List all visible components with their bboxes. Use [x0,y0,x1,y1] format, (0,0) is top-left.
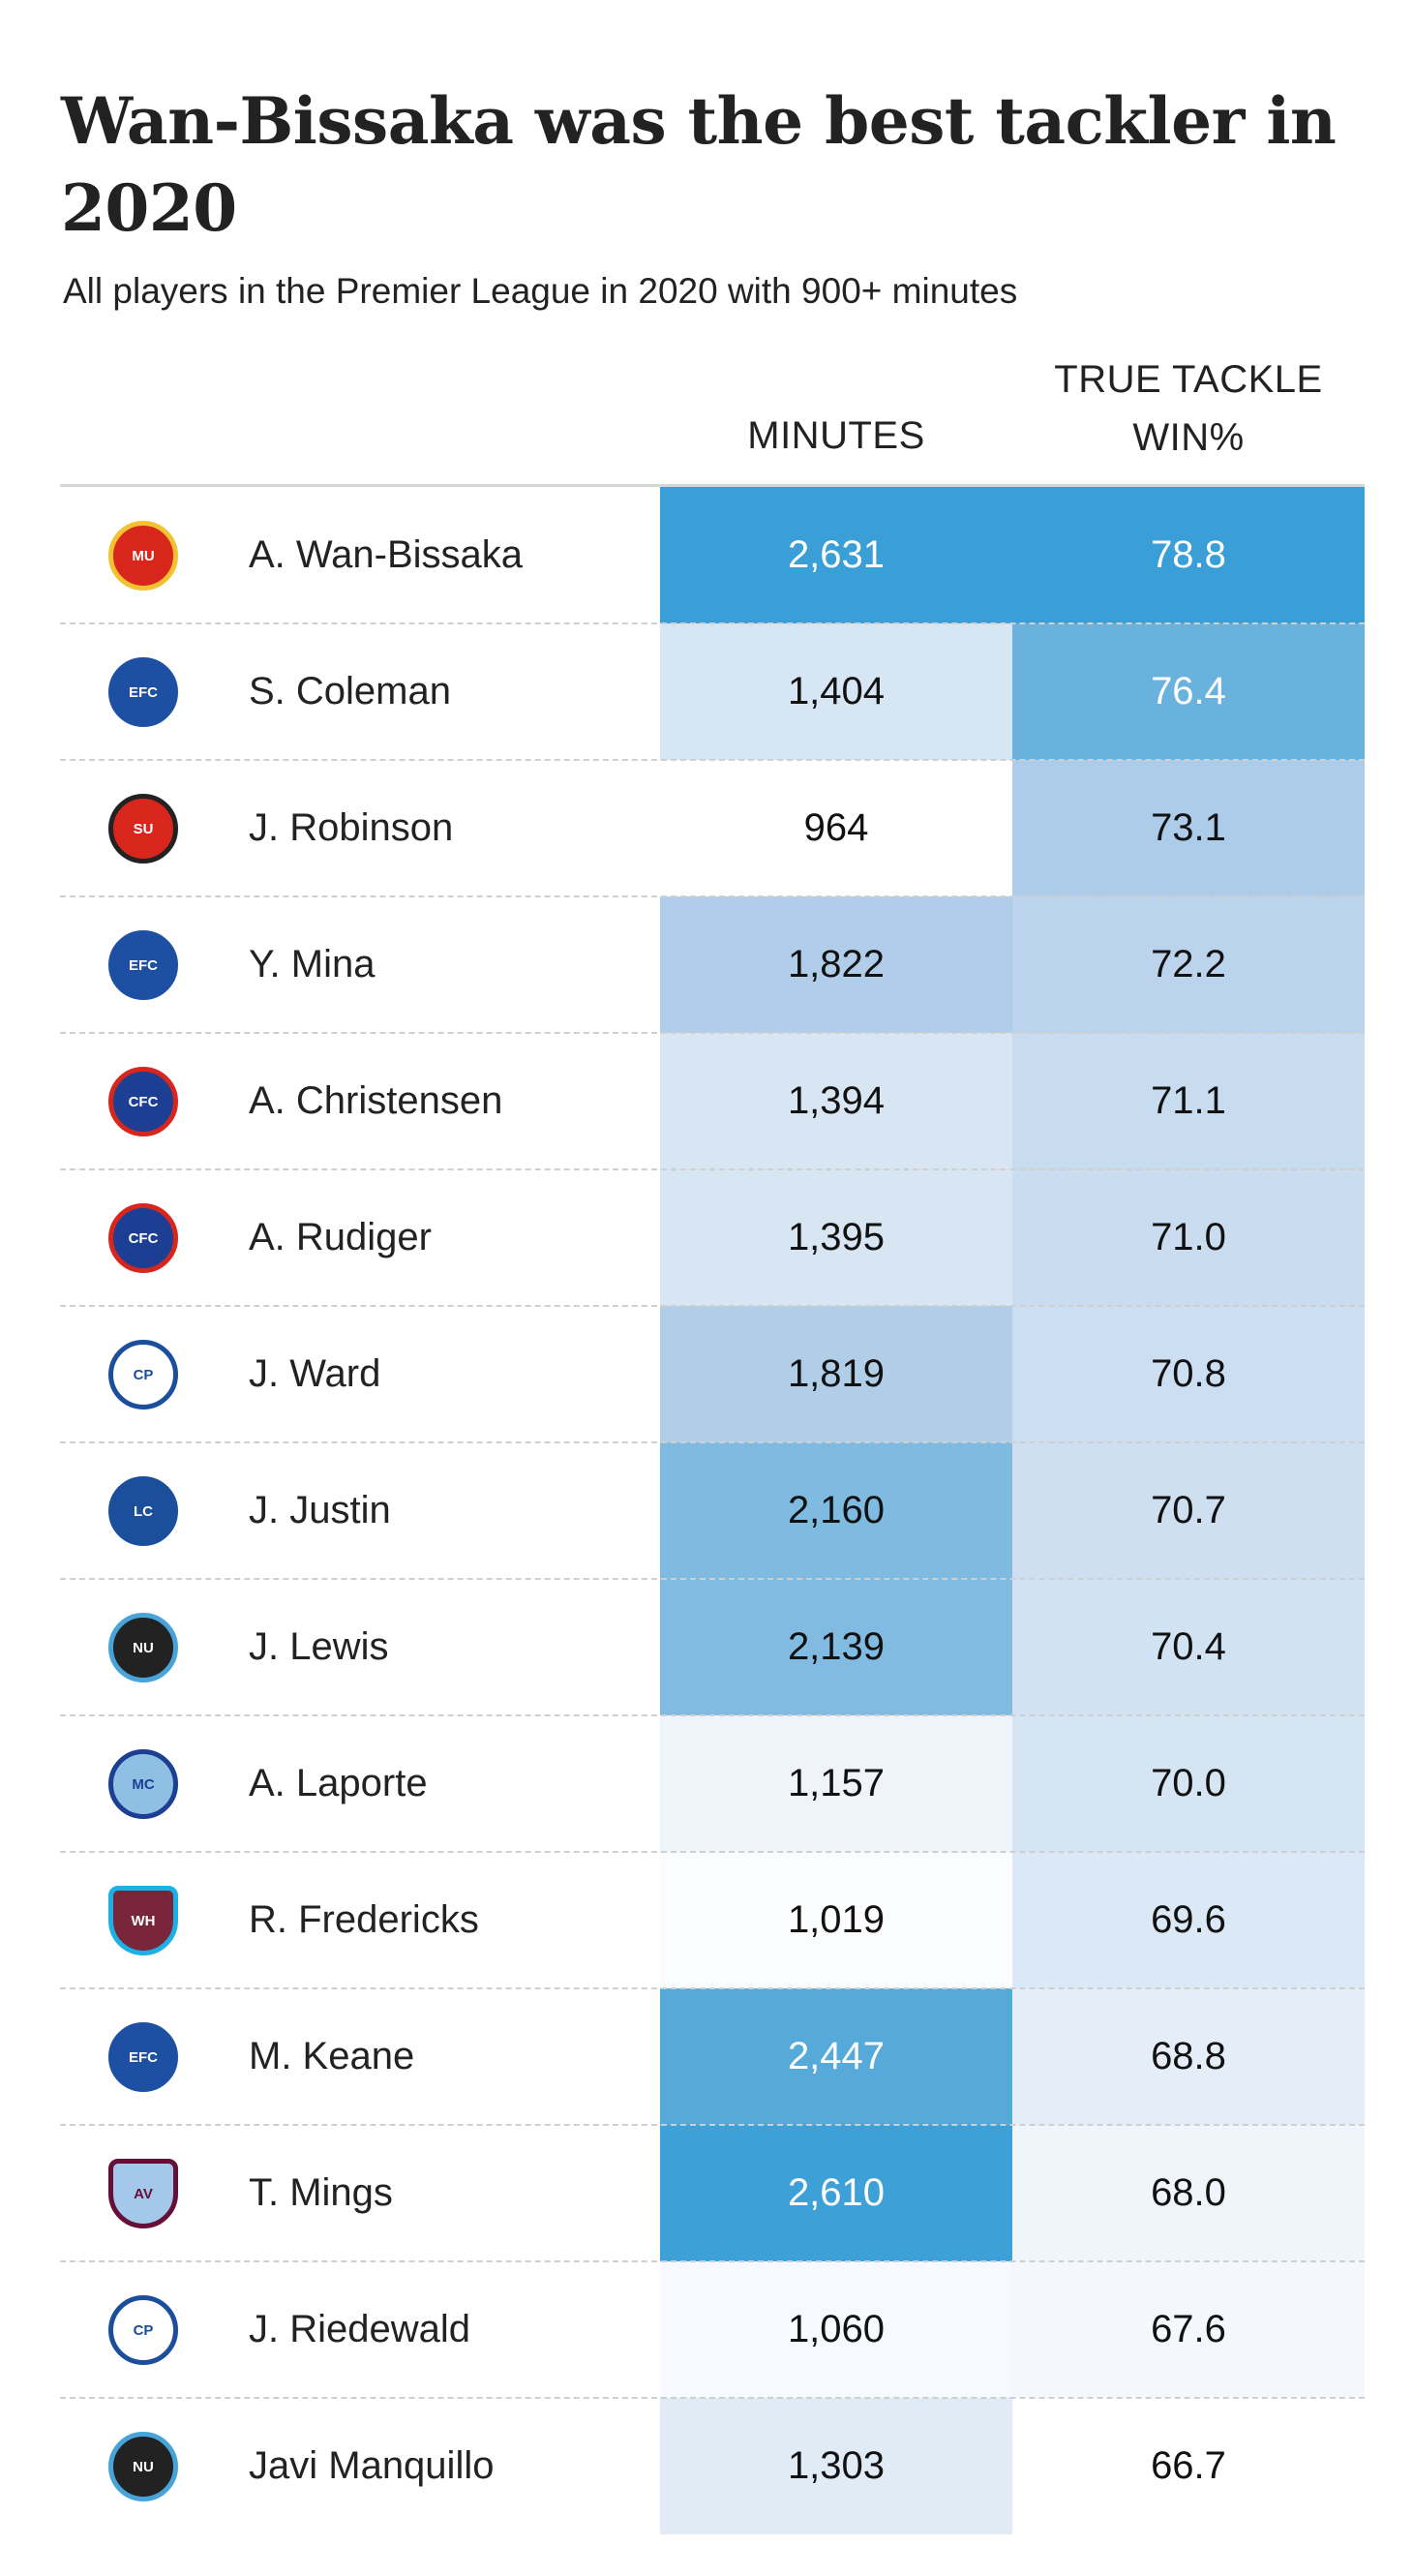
player-name: J. Ward [249,1352,381,1395]
player-name: M. Keane [249,2035,415,2077]
table-row: CFC A. Rudiger 1,395 71.0 [60,1169,1365,1307]
minutes-cell: 1,019 [660,1852,1012,1988]
minutes-cell: 1,822 [660,896,1012,1033]
table-row: CP J. Riedewald 1,060 67.6 [60,2261,1365,2399]
leicester-crest-icon: LC [108,1476,178,1546]
table-row: CFC A. Christensen 1,394 71.1 [60,1033,1365,1170]
minutes-cell: 2,447 [660,1988,1012,2125]
everton-crest-icon: EFC [108,930,178,1000]
minutes-cell: 1,404 [660,623,1012,760]
tackle-win-cell: 70.8 [1012,1306,1365,1442]
tackle-win-cell: 71.0 [1012,1169,1365,1306]
table-row: MC A. Laporte 1,157 70.0 [60,1715,1365,1853]
minutes-cell: 2,631 [660,487,1012,623]
header-divider [60,484,1365,487]
player-name: J. Riedewald [249,2308,471,2350]
table-row: EFC S. Coleman 1,404 76.4 [60,623,1365,761]
table-row: MU A. Wan-Bissaka 2,631 78.8 [60,487,1365,624]
newcastle-crest-icon: NU [108,2432,178,2501]
column-header-win-line1: TRUE TACKLE [1054,358,1323,401]
chart-subtitle: All players in the Premier League in 202… [63,271,1018,311]
player-name: J. Lewis [249,1625,389,1668]
minutes-cell: 964 [660,760,1012,896]
tackle-win-cell: 69.6 [1012,1852,1365,1988]
tackle-win-cell: 66.7 [1012,2398,1365,2534]
player-name: A. Christensen [249,1079,503,1122]
column-header-minutes: MINUTES [747,414,925,457]
chelsea-crest-icon: CFC [108,1067,178,1136]
table-row: WH R. Fredericks 1,019 69.6 [60,1852,1365,1989]
minutes-cell: 2,610 [660,2125,1012,2261]
everton-crest-icon: EFC [108,657,178,727]
table-row: NU J. Lewis 2,139 70.4 [60,1579,1365,1716]
everton-crest-icon: EFC [108,2022,178,2092]
table-row: EFC Y. Mina 1,822 72.2 [60,896,1365,1034]
player-name: J. Justin [249,1489,391,1531]
tackle-win-cell: 76.4 [1012,623,1365,760]
mancity-crest-icon: MC [108,1749,178,1819]
player-name: R. Fredericks [249,1898,479,1941]
table-row: SU J. Robinson 964 73.1 [60,760,1365,897]
minutes-cell: 1,394 [660,1033,1012,1169]
table-row: AV T. Mings 2,610 68.0 [60,2125,1365,2262]
table-row: CP J. Ward 1,819 70.8 [60,1306,1365,1443]
player-name: Javi Manquillo [249,2444,495,2487]
player-name: Y. Mina [249,943,376,985]
player-name: T. Mings [249,2171,393,2214]
minutes-cell: 1,819 [660,1306,1012,1442]
newcastle-crest-icon: NU [108,1613,178,1682]
palace-crest-icon: CP [108,1340,178,1409]
player-name: J. Robinson [249,806,454,849]
tackle-win-cell: 70.0 [1012,1715,1365,1852]
minutes-cell: 1,395 [660,1169,1012,1306]
player-name: A. Laporte [249,1762,428,1804]
table-row: LC J. Justin 2,160 70.7 [60,1442,1365,1580]
column-header-win-line2: WIN% [1132,416,1245,459]
table-row: NU Javi Manquillo 1,303 66.7 [60,2398,1365,2534]
westham-crest-icon: WH [108,1886,178,1955]
chelsea-crest-icon: CFC [108,1203,178,1273]
minutes-cell: 1,060 [660,2261,1012,2398]
tackle-win-cell: 78.8 [1012,487,1365,623]
minutes-cell: 2,139 [660,1579,1012,1715]
palace-crest-icon: CP [108,2295,178,2365]
tackle-win-cell: 70.7 [1012,1442,1365,1579]
sheffield-crest-icon: SU [108,794,178,864]
table-body: MU A. Wan-Bissaka 2,631 78.8 EFC S. Coleman 1,… [60,487,1365,2534]
tackle-win-cell: 71.1 [1012,1033,1365,1169]
column-header-win: TRUE TACKLE WIN% [1012,350,1365,467]
tackle-win-cell: 68.0 [1012,2125,1365,2261]
table-row: EFC M. Keane 2,447 68.8 [60,1988,1365,2126]
tackle-win-cell: 70.4 [1012,1579,1365,1715]
villa-crest-icon: AV [108,2159,178,2228]
chart-title: Wan-Bissaka was the best tackler in 2020 [61,83,1337,246]
tackle-win-cell: 73.1 [1012,760,1365,896]
manutd-crest-icon: MU [108,521,178,591]
tackle-win-cell: 68.8 [1012,1988,1365,2125]
player-name: A. Rudiger [249,1216,432,1258]
tackle-win-cell: 67.6 [1012,2261,1365,2398]
minutes-cell: 1,303 [660,2398,1012,2534]
player-name: S. Coleman [249,670,451,712]
tackle-win-cell: 72.2 [1012,896,1365,1033]
minutes-cell: 1,157 [660,1715,1012,1852]
minutes-cell: 2,160 [660,1442,1012,1579]
player-name: A. Wan-Bissaka [249,533,524,576]
